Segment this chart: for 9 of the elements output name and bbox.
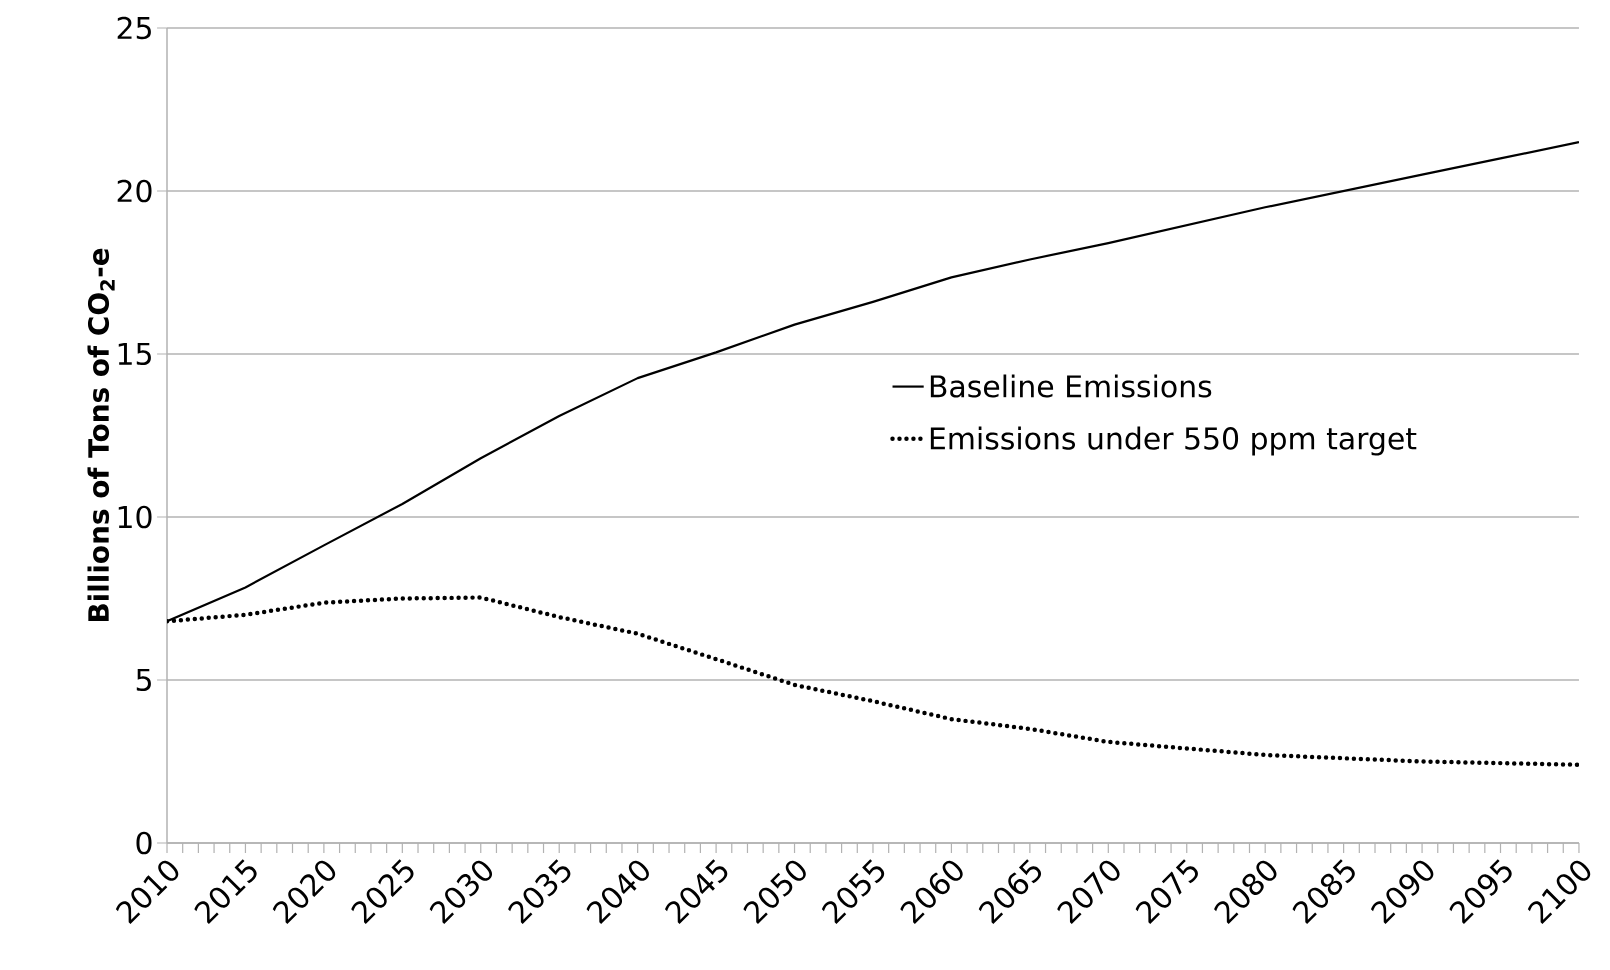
y-tick-label: 10	[118, 505, 152, 529]
y-tick-label: 25	[117, 16, 151, 40]
y-tick-label: 15	[118, 342, 151, 366]
y-tick-label: 20	[117, 179, 152, 203]
y-tick-label: 5	[136, 668, 151, 692]
y-axis-title: Billions of Tons of CO$_{2}$-e	[87, 248, 115, 622]
y-tick-label: 0	[136, 831, 152, 855]
legend-label: Emissions under 550 ppm target	[930, 426, 1417, 456]
legend-label: Baseline Emissions	[930, 374, 1212, 398]
